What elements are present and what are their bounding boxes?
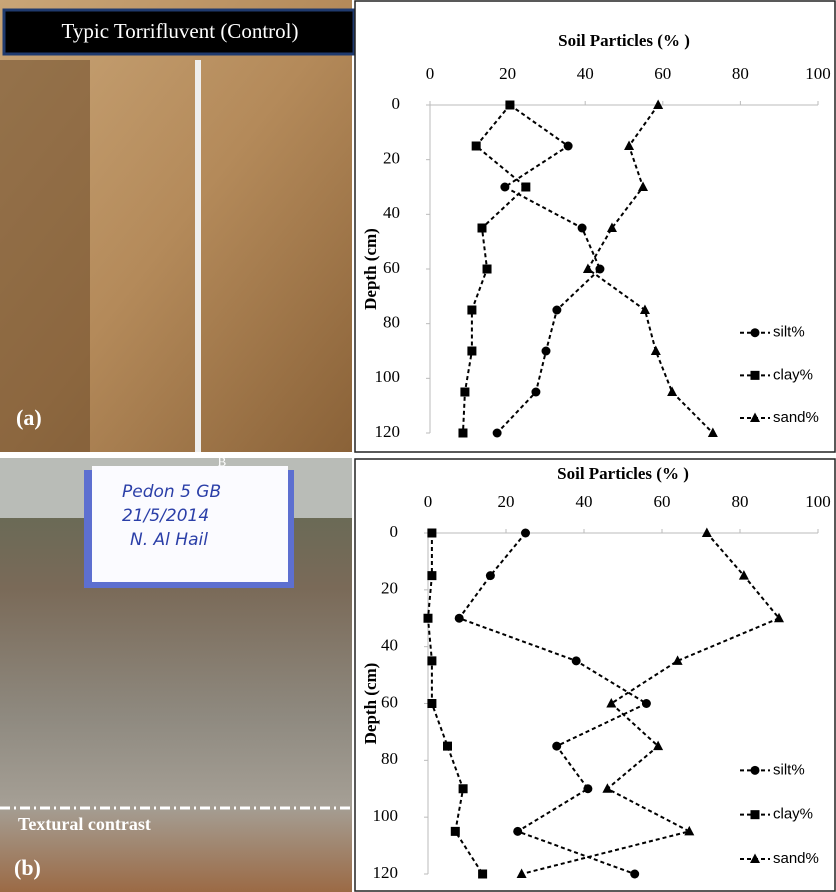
data-point bbox=[521, 183, 530, 192]
x-tick-label: 20 bbox=[499, 64, 516, 83]
x-tick-label: 20 bbox=[498, 492, 515, 511]
data-point bbox=[459, 784, 468, 793]
data-point bbox=[552, 742, 561, 751]
data-point bbox=[542, 347, 551, 356]
data-point bbox=[477, 224, 486, 233]
x-tick-label: 80 bbox=[732, 64, 749, 83]
y-tick-label: 20 bbox=[381, 579, 398, 598]
x-tick-label: 80 bbox=[732, 492, 749, 511]
data-point bbox=[521, 529, 530, 538]
data-point bbox=[427, 699, 436, 708]
chart-title: Soil Particles (% ) bbox=[557, 464, 689, 483]
data-point bbox=[531, 388, 540, 397]
legend-marker bbox=[751, 328, 760, 337]
data-point bbox=[500, 183, 509, 192]
x-tick-label: 60 bbox=[654, 492, 671, 511]
photo-letter: B bbox=[218, 454, 227, 469]
card-line: N. Al Hail bbox=[130, 530, 208, 550]
y-tick-label: 0 bbox=[392, 94, 401, 113]
x-tick-label: 100 bbox=[805, 64, 831, 83]
card-line: Pedon 5 GB bbox=[122, 482, 221, 502]
legend-label: silt% bbox=[773, 324, 805, 341]
data-point bbox=[427, 656, 436, 665]
y-tick-label: 80 bbox=[383, 313, 400, 332]
data-point bbox=[478, 870, 487, 879]
data-point bbox=[493, 429, 502, 438]
figure-canvas: Typic Torrifluvent (Control) (a) Pedon 5… bbox=[0, 0, 836, 892]
data-point bbox=[424, 614, 433, 623]
data-point bbox=[513, 827, 522, 836]
data-point bbox=[578, 224, 587, 233]
y-tick-label: 120 bbox=[375, 422, 401, 441]
x-tick-label: 60 bbox=[654, 64, 671, 83]
legend-marker bbox=[751, 810, 760, 819]
y-axis-label: Depth (cm) bbox=[361, 228, 380, 310]
photo-title: Typic Torrifluvent (Control) bbox=[62, 19, 299, 43]
data-point bbox=[427, 529, 436, 538]
data-point bbox=[505, 101, 514, 110]
data-point bbox=[583, 784, 592, 793]
y-tick-label: 40 bbox=[381, 636, 398, 655]
data-point bbox=[630, 870, 639, 879]
chart-title: Soil Particles (% ) bbox=[558, 31, 690, 50]
data-point bbox=[467, 306, 476, 315]
y-tick-label: 80 bbox=[381, 749, 398, 768]
x-tick-label: 0 bbox=[424, 492, 433, 511]
chart-frame bbox=[355, 459, 835, 891]
data-point bbox=[486, 571, 495, 580]
data-point bbox=[572, 656, 581, 665]
data-point bbox=[427, 571, 436, 580]
data-point bbox=[443, 742, 452, 751]
contrast-label: Textural contrast bbox=[18, 814, 151, 834]
y-tick-label: 20 bbox=[383, 149, 400, 168]
data-point bbox=[552, 306, 561, 315]
panel-label: (a) bbox=[16, 405, 42, 430]
legend-label: silt% bbox=[773, 761, 805, 778]
y-tick-label: 100 bbox=[375, 367, 401, 386]
x-tick-label: 40 bbox=[577, 64, 594, 83]
y-tick-label: 120 bbox=[373, 863, 399, 882]
photo-shadow bbox=[0, 60, 90, 452]
data-point bbox=[564, 142, 573, 151]
legend-label: sand% bbox=[773, 850, 819, 867]
legend-marker bbox=[751, 766, 760, 775]
data-point bbox=[458, 429, 467, 438]
legend-marker bbox=[751, 371, 760, 380]
data-point bbox=[451, 827, 460, 836]
data-point bbox=[472, 142, 481, 151]
y-tick-label: 100 bbox=[373, 806, 399, 825]
x-tick-label: 0 bbox=[426, 64, 435, 83]
x-tick-label: 100 bbox=[805, 492, 831, 511]
data-point bbox=[642, 699, 651, 708]
data-point bbox=[595, 265, 604, 274]
legend-label: clay% bbox=[773, 366, 813, 383]
y-tick-label: 0 bbox=[390, 522, 399, 541]
data-point bbox=[467, 347, 476, 356]
figure: Typic Torrifluvent (Control) (a) Pedon 5… bbox=[0, 0, 836, 892]
x-tick-label: 40 bbox=[576, 492, 593, 511]
data-point bbox=[483, 265, 492, 274]
y-axis-label: Depth (cm) bbox=[361, 663, 380, 745]
tape bbox=[195, 60, 201, 452]
y-tick-label: 40 bbox=[383, 203, 400, 222]
data-point bbox=[460, 388, 469, 397]
card-line: 21/5/2014 bbox=[122, 506, 209, 526]
legend-label: clay% bbox=[773, 806, 813, 823]
data-point bbox=[455, 614, 464, 623]
legend-label: sand% bbox=[773, 409, 819, 426]
y-tick-label: 60 bbox=[383, 258, 400, 277]
y-tick-label: 60 bbox=[381, 692, 398, 711]
panel-label: (b) bbox=[14, 855, 41, 880]
